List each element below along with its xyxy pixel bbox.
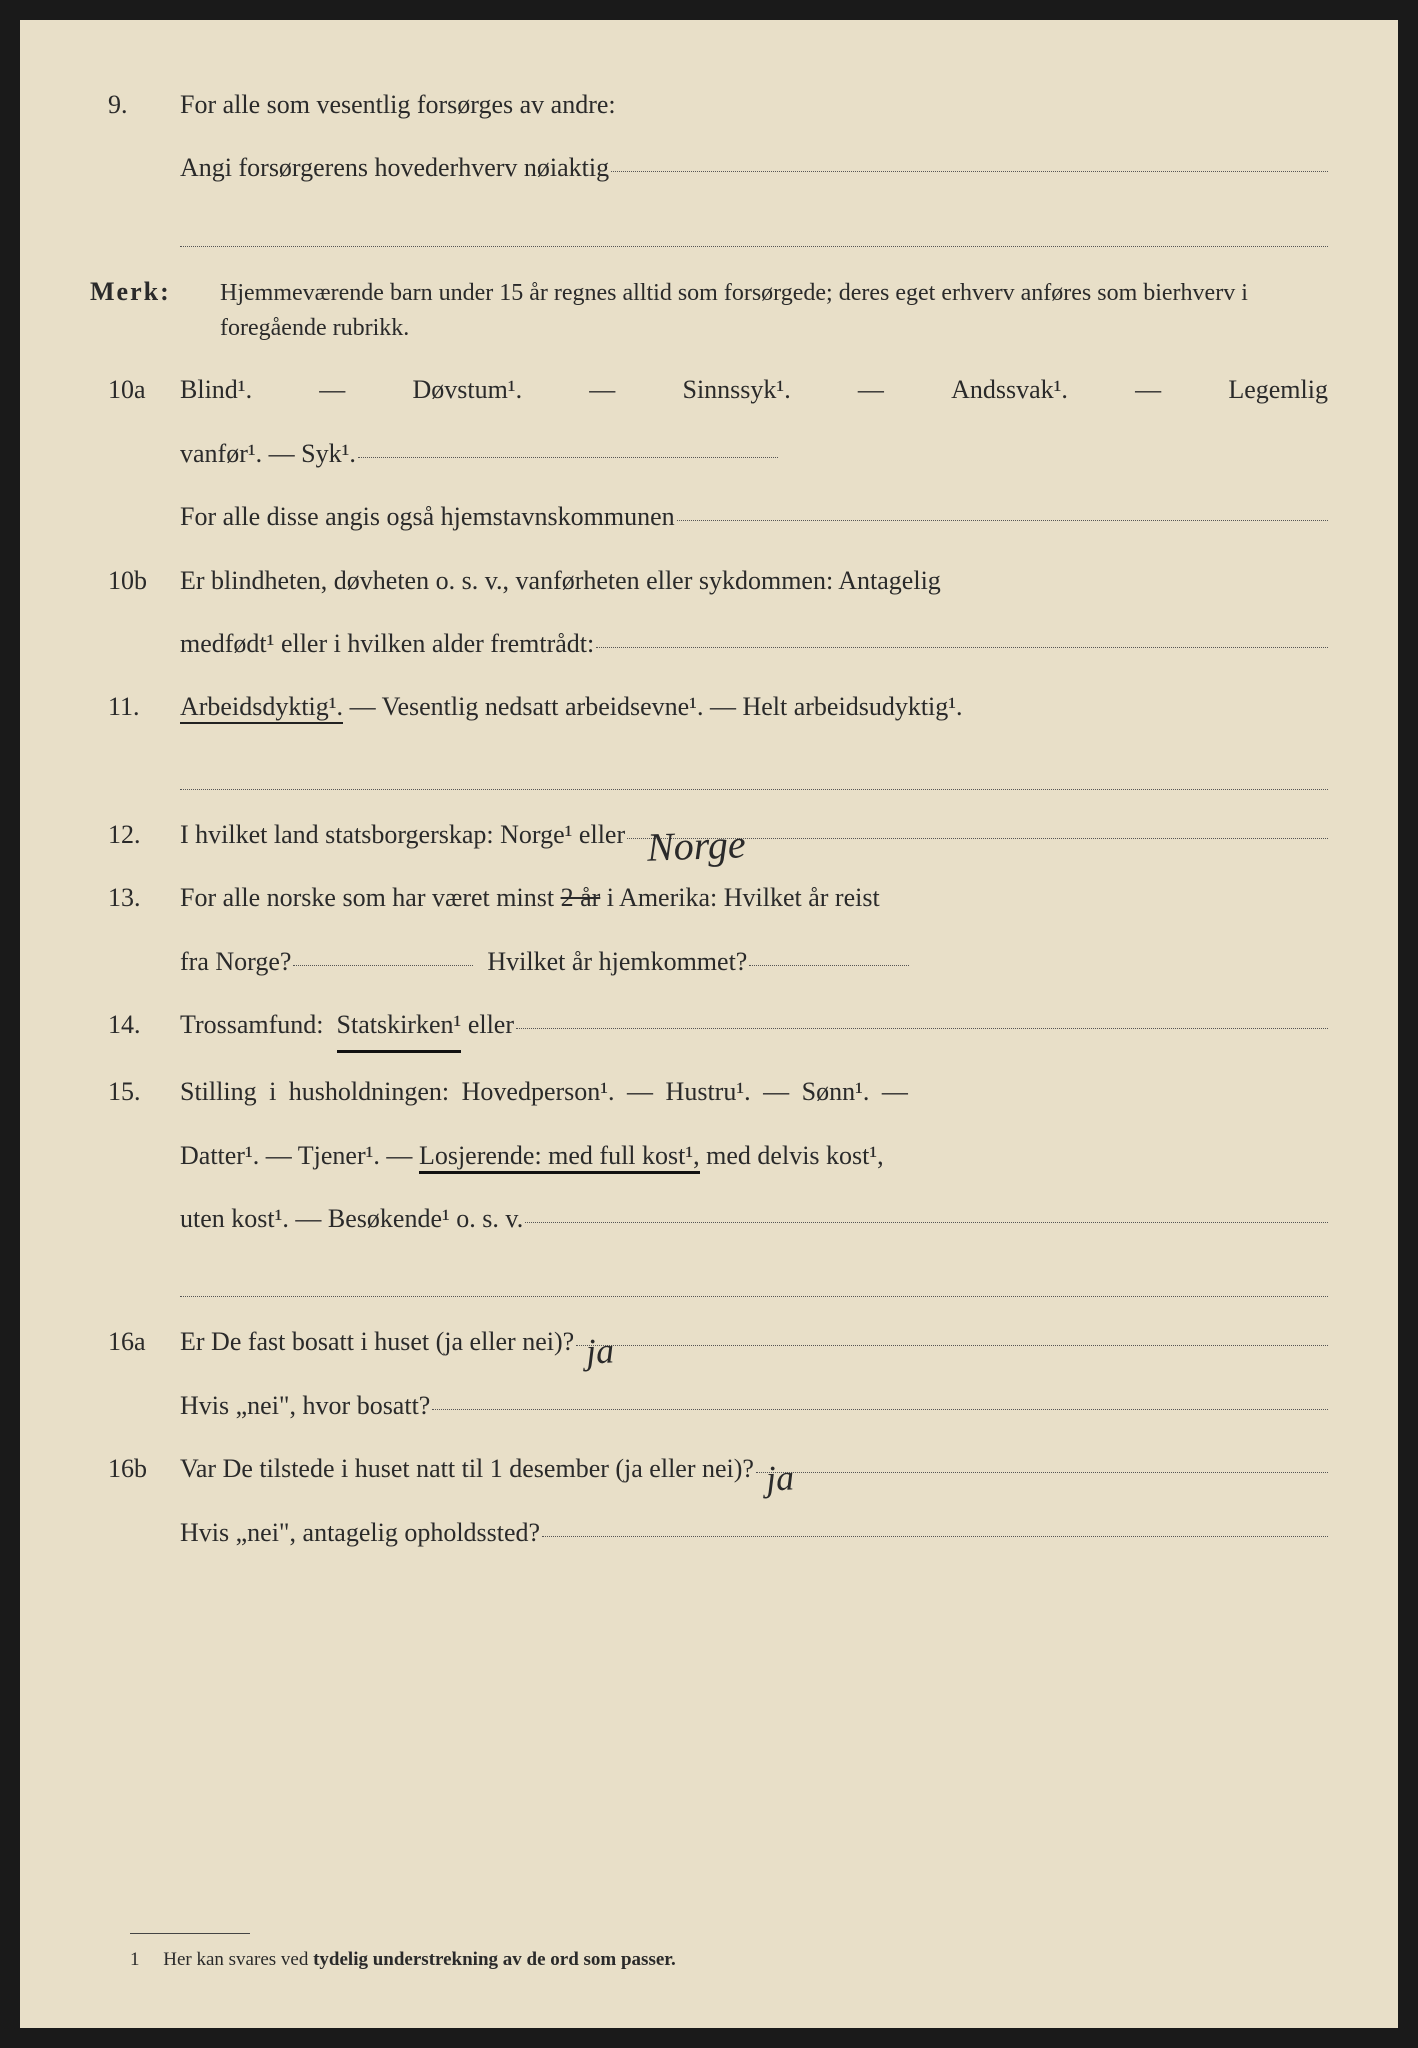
q15-line3: uten kost¹. — Besøkende¹ o. s. v. [90,1194,1328,1243]
q16a-answer: ja [584,1317,616,1387]
question-10b: 10b Er blindheten, døvheten o. s. v., va… [90,556,1328,605]
q16b-line1: Var De tilstede i huset natt til 1 desem… [180,1444,754,1493]
q11-opt2: Vesentlig nedsatt arbeidsevne¹. [382,692,704,721]
q16b-line2-text: Hvis „nei", antagelig opholdssted? [180,1508,540,1557]
q16a-line2-text: Hvis „nei", hvor bosatt? [180,1381,430,1430]
q9-number: 9. [90,80,180,129]
fill-line [525,1222,1328,1223]
footnote: 1 Her kan svares ved tydelig understrekn… [130,1942,1328,1978]
q16a-number: 16a [90,1317,180,1366]
fill-line [516,1028,1328,1029]
fill-line [677,520,1328,521]
footnote-bold: tydelig understrekning av de ord som pas… [313,1949,676,1970]
question-9: 9. For alle som vesentlig forsørges av a… [90,80,1328,129]
q10b-number: 10b [90,556,180,605]
q14-number: 14. [90,1000,180,1049]
question-15: 15. Stilling i husholdningen: Hovedperso… [90,1067,1328,1116]
fill-line: ja [576,1345,1328,1346]
q14-underlined: Statskirken¹ [337,1000,462,1053]
q15-line2: Datter¹. — Tjener¹. — Losjerende: med fu… [90,1131,1328,1180]
q11-opt3: Helt arbeidsudyktig¹. [742,692,962,721]
question-13: 13. For alle norske som har været minst … [90,873,1328,922]
q11-number: 11. [90,682,180,731]
q10b-line2: medfødt¹ eller i hvilken alder fremtrådt… [90,619,1328,668]
q10a-line3-text: For alle disse angis også hjemstavnskomm… [180,492,675,541]
q15-line1: Stilling i husholdningen: Hovedperson¹. … [180,1067,1328,1116]
blank-line [180,207,1328,247]
blank-line [180,1257,1328,1297]
q13-line2b: Hvilket år hjemkommet? [487,937,747,986]
fill-line [749,965,909,966]
q12-text: I hvilket land statsborgerskap: Norge¹ e… [180,810,625,859]
q15-line2a: Datter¹. — Tjener¹. — [180,1141,412,1170]
q10a-opt: Blind¹. [180,365,252,414]
question-11: 11. Arbeidsdyktig¹. — Vesentlig nedsatt … [90,682,1328,731]
footnote-text: Her kan svares ved [163,1949,308,1970]
footnote-rule [130,1933,250,1934]
q10b-line2-text: medfødt¹ eller i hvilken alder fremtrådt… [180,619,594,668]
fill-line [611,171,1328,172]
merk-row: Merk: Hjemmeværende barn under 15 år reg… [90,267,1328,346]
blank-line [180,750,1328,790]
fill-line [542,1536,1328,1537]
q12-number: 12. [90,810,180,859]
q10a-line2-text: vanfør¹. — Syk¹. [180,429,356,478]
q16b-number: 16b [90,1444,180,1493]
q10a-opt: Sinnssyk¹. [682,365,790,414]
q9-line2-row: Angi forsørgerens hovederhverv nøiaktig [90,143,1328,192]
q15-line2-underline: Losjerende: med full kost¹, [419,1141,700,1174]
q16b-line2: Hvis „nei", antagelig opholdssted? [90,1508,1328,1557]
question-16a: 16a Er De fast bosatt i huset (ja eller … [90,1317,1328,1366]
q13-strike: 2 år [561,883,601,912]
q11-opt1: Arbeidsdyktig¹. [180,692,343,724]
q16b-answer: ja [764,1444,796,1514]
question-16b: 16b Var De tilstede i huset natt til 1 d… [90,1444,1328,1493]
q13-number: 13. [90,873,180,922]
q10a-opt: Døvstum¹. [412,365,522,414]
q13-text: For alle norske som har været minst [180,883,554,912]
merk-label: Merk: [90,267,220,316]
q10a-line2: vanfør¹. — Syk¹. [90,429,1328,478]
q10a-line3: For alle disse angis også hjemstavnskomm… [90,492,1328,541]
fill-line [596,647,1328,648]
fill-line: Norge [627,838,1328,839]
q14-label: Trossamfund: [180,1000,324,1049]
q15-line3-text: uten kost¹. — Besøkende¹ o. s. v. [180,1194,523,1243]
q13-line2: fra Norge? Hvilket år hjemkommet? [90,937,1328,986]
q16a-line2: Hvis „nei", hvor bosatt? [90,1381,1328,1430]
q9-line2: Angi forsørgerens hovederhverv nøiaktig [180,143,609,192]
question-10a: 10a Blind¹.— Døvstum¹.— Sinnssyk¹.— Ands… [90,365,1328,414]
q14-text-b: eller [468,1000,514,1049]
footnote-area: 1 Her kan svares ved tydelig understrekn… [90,1923,1328,1978]
fill-line [358,457,778,458]
question-12: 12. I hvilket land statsborgerskap: Norg… [90,810,1328,859]
fill-line [293,965,473,966]
fill-line [432,1409,1328,1410]
merk-text: Hjemmeværende barn under 15 år regnes al… [220,276,1328,346]
q10a-number: 10a [90,365,180,414]
question-14: 14. Trossamfund: Statskirken¹ eller [90,1000,1328,1053]
fill-line: ja [756,1472,1328,1473]
document-page: 9. For alle som vesentlig forsørges av a… [20,20,1398,2028]
q13-text: i Amerika: Hvilket år reist [607,883,880,912]
q15-number: 15. [90,1067,180,1116]
q9-line1: For alle som vesentlig forsørges av andr… [180,80,1328,129]
q16a-line1: Er De fast bosatt i huset (ja eller nei)… [180,1317,574,1366]
q10a-opt: Legemlig [1228,365,1328,414]
footnote-num: 1 [130,1949,140,1970]
q15-line2b: med delvis kost¹, [706,1141,884,1170]
q13-line2a: fra Norge? [180,937,291,986]
q10a-opt: Andssvak¹. [951,365,1068,414]
q10b-line1: Er blindheten, døvheten o. s. v., vanfør… [180,556,1328,605]
